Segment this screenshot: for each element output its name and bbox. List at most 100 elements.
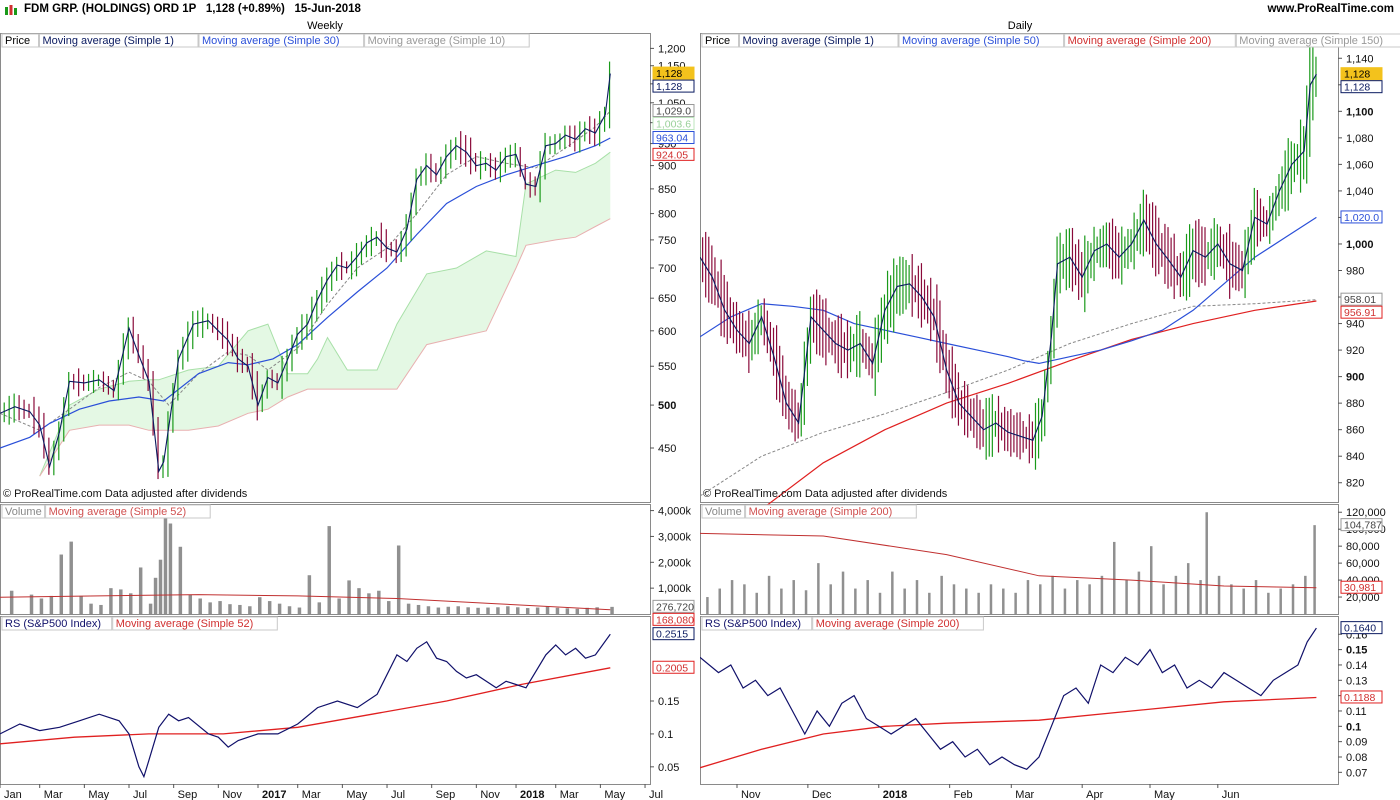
price-tag: 963.04	[656, 133, 688, 145]
volume-bar	[59, 554, 64, 614]
rs-tag-box	[1340, 690, 1383, 704]
rs-tag: 0.1640	[1344, 623, 1376, 635]
volume-bar	[89, 603, 93, 614]
rs-axis-tick-label: 0.15	[1346, 645, 1367, 657]
price-axis-tick-label: 600	[658, 326, 676, 338]
volume-tag: 104,787	[1344, 520, 1382, 532]
price-tag: 1,128	[1344, 69, 1370, 81]
price-axis-tick-label: 1,000	[1346, 239, 1374, 251]
price-tag-box	[652, 131, 695, 145]
volume-ma-line	[0, 594, 611, 611]
rs-line	[700, 627, 1317, 770]
rs-tag-box	[652, 660, 695, 674]
volume-legend-box	[45, 504, 211, 519]
volume-axis-tick-label: 1,000k	[658, 583, 692, 595]
price-tag-box	[1340, 67, 1383, 81]
rs-legend-item: RS (S&P500 Index)	[5, 618, 101, 630]
volume-bar	[952, 584, 956, 614]
x-axis-label: Sep	[178, 789, 198, 800]
rs-axis-tick-label: 0.13	[1346, 675, 1367, 687]
x-axis-label: Nov	[741, 789, 761, 800]
ma-30-line	[0, 137, 611, 449]
rs-axis-tick-label: 0.1	[658, 729, 673, 741]
instrument-name: FDM GRP. (HOLDINGS) ORD 1P	[24, 3, 197, 15]
volume-tag: 30,981	[1344, 582, 1376, 594]
volume-bar	[1217, 575, 1221, 614]
volume-bar	[436, 607, 441, 614]
volume-bar	[1063, 588, 1067, 614]
price-axis-tick-label: 450	[658, 443, 676, 455]
x-axis-label: 2018	[883, 789, 907, 800]
price-line	[0, 73, 611, 474]
volume-bar	[965, 588, 968, 614]
rs-legend-box	[701, 616, 813, 631]
volume-bar	[297, 607, 302, 614]
volume-bar	[248, 606, 252, 614]
volume-legend-item: Volume	[705, 506, 742, 518]
rs-legend-box	[112, 616, 278, 631]
weekly-chart[interactable]: 1,2001,1501,1001,0501,000950900850800750…	[0, 0, 700, 800]
volume-bar	[610, 606, 614, 614]
price-tag: 1,128	[656, 68, 682, 80]
rs-axis-tick-label: 0.14	[1346, 660, 1367, 672]
rs-tag: 0.2005	[656, 662, 688, 674]
volume-bar	[1304, 575, 1307, 614]
volume-bar	[1199, 580, 1202, 614]
price-tag-box	[652, 147, 695, 161]
volume-bar	[426, 606, 431, 614]
rs-legend-box	[1, 616, 113, 631]
price-tag-box	[652, 117, 695, 131]
volume-bar	[387, 601, 391, 614]
rs-tag: 0.1188	[1344, 692, 1375, 704]
volume-legend-item: Moving average (Simple 52)	[49, 506, 187, 518]
copyright-note: © ProRealTime.com Data adjusted after di…	[3, 488, 248, 500]
volume-frame	[0, 504, 651, 615]
volume-axis-tick-label: 80,000	[1346, 541, 1380, 553]
volume-bar	[792, 580, 795, 614]
ma-150-line	[700, 299, 1317, 497]
price-tag: 1,020.0	[1344, 212, 1379, 224]
volume-bar	[367, 593, 371, 614]
volume-bar	[706, 597, 709, 614]
price-tag: 1,003.6	[656, 119, 691, 131]
price-axis-tick-label: 1,200	[658, 43, 686, 55]
volume-axis-tick-label: 3,000k	[658, 531, 692, 543]
x-axis-label: Jun	[1222, 789, 1240, 800]
volume-tag-box	[1340, 580, 1383, 594]
volume-bar	[1076, 580, 1079, 614]
x-axis-label: May	[604, 789, 625, 800]
volume-bar	[1313, 525, 1316, 614]
volume-bar	[1125, 580, 1128, 614]
volume-bar	[585, 607, 589, 614]
price-legend-box	[39, 33, 199, 48]
volume-axis-tick-label: 60,000	[1346, 558, 1380, 570]
price-axis-tick-label: 880	[1346, 398, 1364, 410]
price-tag-box	[652, 79, 695, 93]
daily-chart[interactable]: 1,1401,1201,1001,0801,0601,0401,0201,000…	[700, 0, 1400, 800]
price-axis-tick-label: 940	[1346, 319, 1364, 331]
volume-tag: 276,720	[656, 601, 694, 613]
price-axis-tick-label: 860	[1346, 425, 1364, 437]
quote-date: 15-Jun-2018	[294, 3, 361, 15]
price-legend-item: Moving average (Simple 1)	[43, 35, 174, 47]
x-axis-label: May	[88, 789, 109, 800]
volume-bar	[456, 606, 460, 614]
price-tag: 958.01	[1344, 294, 1376, 306]
volume-bar	[238, 604, 242, 614]
x-axis-label: Jul	[649, 789, 663, 800]
volume-bar	[416, 604, 421, 614]
price-legend-item: Price	[705, 35, 730, 47]
volume-bar	[841, 571, 845, 614]
volume-bar	[1174, 575, 1178, 614]
ichimoku-cloud	[39, 152, 611, 477]
price-tag: 956.91	[1344, 307, 1376, 319]
volume-bar	[1230, 584, 1233, 614]
volume-bar	[1014, 592, 1017, 614]
volume-bar	[267, 601, 272, 614]
x-axis-label: Mar	[560, 789, 579, 800]
price-axis-tick-label: 550	[658, 361, 676, 373]
website-link[interactable]: www.ProRealTime.com	[1267, 3, 1394, 15]
volume-bar	[39, 598, 44, 614]
price-legend-box	[739, 33, 899, 48]
x-axis-label: Nov	[480, 789, 500, 800]
